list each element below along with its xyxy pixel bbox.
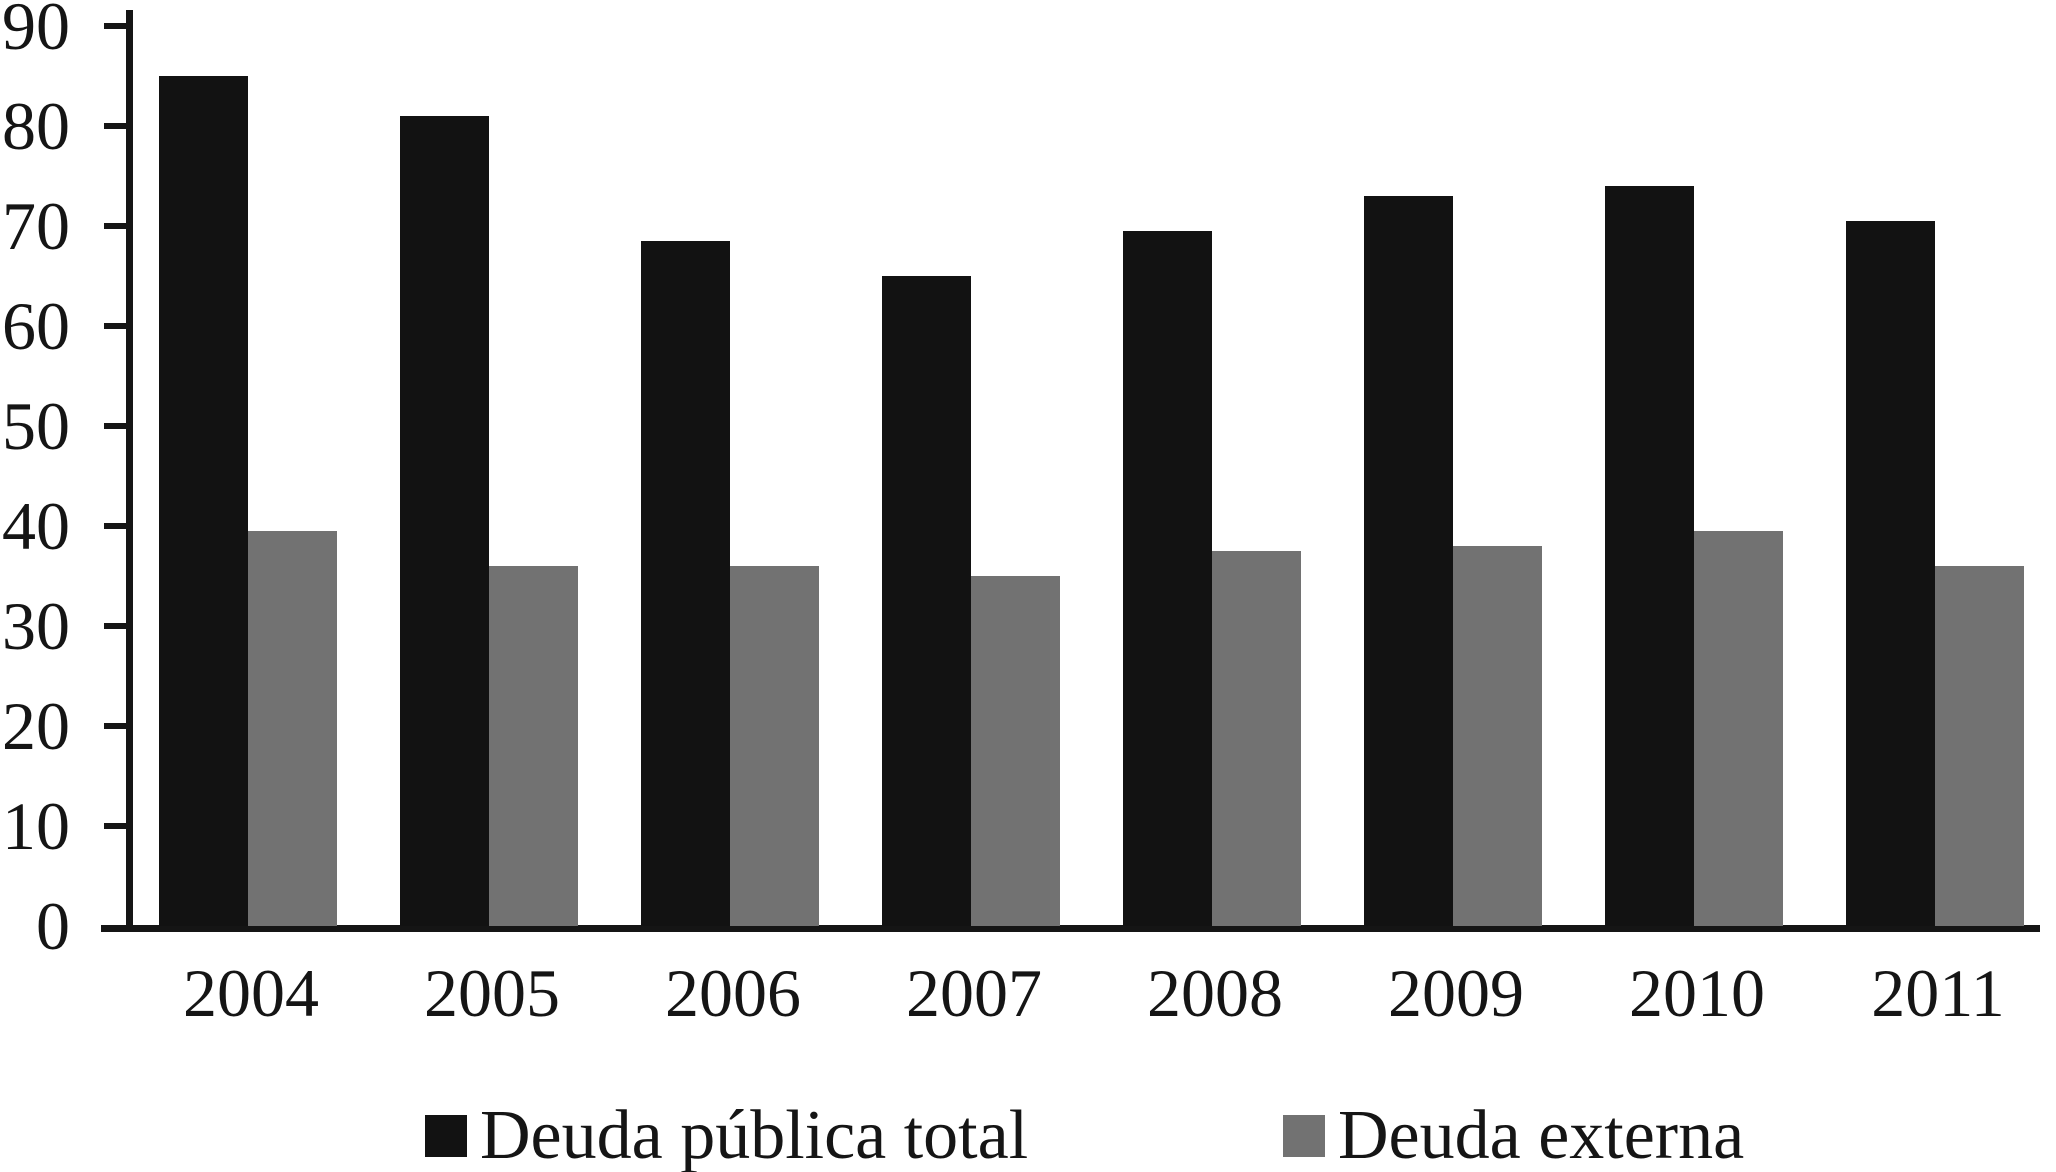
bar-deuda-externa-2011 <box>1935 566 2024 926</box>
x-axis-line <box>101 925 2040 932</box>
y-tick-40 <box>104 523 133 529</box>
bar-deuda-publica-total-2008 <box>1123 231 1212 926</box>
y-tick-label-60: 60 <box>2 288 70 364</box>
bar-deuda-externa-2007 <box>971 576 1060 926</box>
bar-deuda-publica-total-2005 <box>400 116 489 926</box>
bar-deuda-publica-total-2009 <box>1364 196 1453 926</box>
y-tick-60 <box>104 323 133 329</box>
bar-deuda-externa-2010 <box>1694 531 1783 926</box>
y-tick-20 <box>104 723 133 729</box>
x-label-2007: 2007 <box>906 955 1042 1031</box>
y-axis-line <box>126 10 133 932</box>
y-tick-80 <box>104 123 133 129</box>
bar-deuda-publica-total-2010 <box>1605 186 1694 926</box>
x-label-2006: 2006 <box>665 955 801 1031</box>
bar-deuda-externa-2005 <box>489 566 578 926</box>
legend-swatch-black-square <box>425 1115 467 1157</box>
y-tick-70 <box>104 223 133 229</box>
x-label-2011: 2011 <box>1871 955 2005 1031</box>
legend-swatch-gray-square <box>1283 1115 1325 1157</box>
legend-label: Deuda pública total <box>480 1097 1029 1172</box>
bar-deuda-externa-2006 <box>730 566 819 926</box>
legend-entry-deuda-externa: Deuda externa <box>1283 1100 1744 1172</box>
bar-deuda-externa-2004 <box>248 531 337 926</box>
legend-entry-deuda-publica-total: Deuda pública total <box>425 1100 1028 1172</box>
y-tick-10 <box>104 823 133 829</box>
y-tick-label-70: 70 <box>2 188 70 264</box>
bar-deuda-publica-total-2007 <box>882 276 971 926</box>
bar-deuda-externa-2009 <box>1453 546 1542 926</box>
bar-deuda-publica-total-2006 <box>641 241 730 926</box>
bar-deuda-publica-total-2004 <box>159 76 248 926</box>
y-tick-label-10: 10 <box>2 788 70 864</box>
y-tick-50 <box>104 423 133 429</box>
x-label-2009: 2009 <box>1388 955 1524 1031</box>
x-label-2008: 2008 <box>1147 955 1283 1031</box>
y-tick-label-0: 0 <box>36 888 70 964</box>
y-tick-90 <box>104 23 133 29</box>
y-tick-label-40: 40 <box>2 488 70 564</box>
y-tick-label-80: 80 <box>2 88 70 164</box>
legend-label: Deuda externa <box>1338 1097 1745 1172</box>
x-label-2004: 2004 <box>183 955 319 1031</box>
bar-deuda-publica-total-2011 <box>1846 221 1935 926</box>
x-label-2005: 2005 <box>424 955 560 1031</box>
y-tick-label-20: 20 <box>2 688 70 764</box>
y-tick-label-90: 90 <box>2 0 70 64</box>
y-tick-30 <box>104 623 133 629</box>
bar-deuda-externa-2008 <box>1212 551 1301 926</box>
x-label-2010: 2010 <box>1629 955 1765 1031</box>
y-tick-label-30: 30 <box>2 588 70 664</box>
y-tick-label-50: 50 <box>2 388 70 464</box>
